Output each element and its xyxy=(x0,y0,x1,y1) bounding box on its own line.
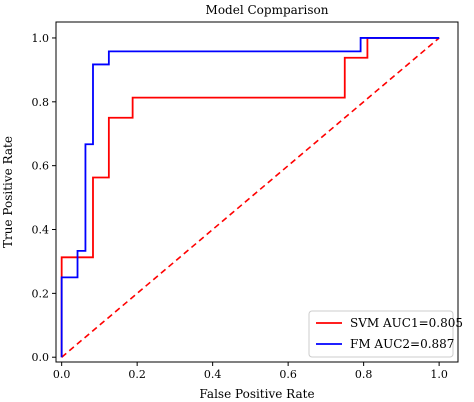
x-axis-ticks: 0.0 0.2 0.4 0.6 0.8 1.0 xyxy=(53,362,448,381)
plot-area-frame xyxy=(55,21,459,363)
series-line-fm xyxy=(60,37,440,358)
legend-box xyxy=(308,310,454,358)
x-tick-label: 1.0 xyxy=(430,368,448,381)
y-tick-label: 0.6 xyxy=(32,160,50,173)
x-tick-label: 0.8 xyxy=(355,368,373,381)
x-tick-label: 0.4 xyxy=(204,368,222,381)
chart-title: Model Copmparison xyxy=(206,3,329,17)
x-tick-label: 0.2 xyxy=(128,368,146,381)
x-axis-label: False Positive Rate xyxy=(199,387,314,401)
x-tick-label: 0.0 xyxy=(53,368,71,381)
series-line-svm xyxy=(60,37,440,358)
legend-entry-label: SVM AUC1=0.805 xyxy=(350,316,463,330)
legend-entry-label: FM AUC2=0.887 xyxy=(350,337,454,351)
y-axis-ticks: 0.0 0.2 0.4 0.6 0.8 1.0 xyxy=(32,32,56,364)
series-layer xyxy=(60,37,440,358)
x-tick-label: 0.6 xyxy=(279,368,297,381)
y-tick-label: 0.2 xyxy=(32,287,50,300)
legend: SVM AUC1=0.805 FM AUC2=0.887 xyxy=(308,310,463,358)
y-tick-label: 0.0 xyxy=(32,351,50,364)
y-axis-label: True Positive Rate xyxy=(1,136,15,248)
y-tick-label: 0.4 xyxy=(32,224,50,237)
y-tick-label: 0.8 xyxy=(32,96,50,109)
y-tick-label: 1.0 xyxy=(32,32,50,45)
chance-diagonal-line xyxy=(61,37,440,358)
